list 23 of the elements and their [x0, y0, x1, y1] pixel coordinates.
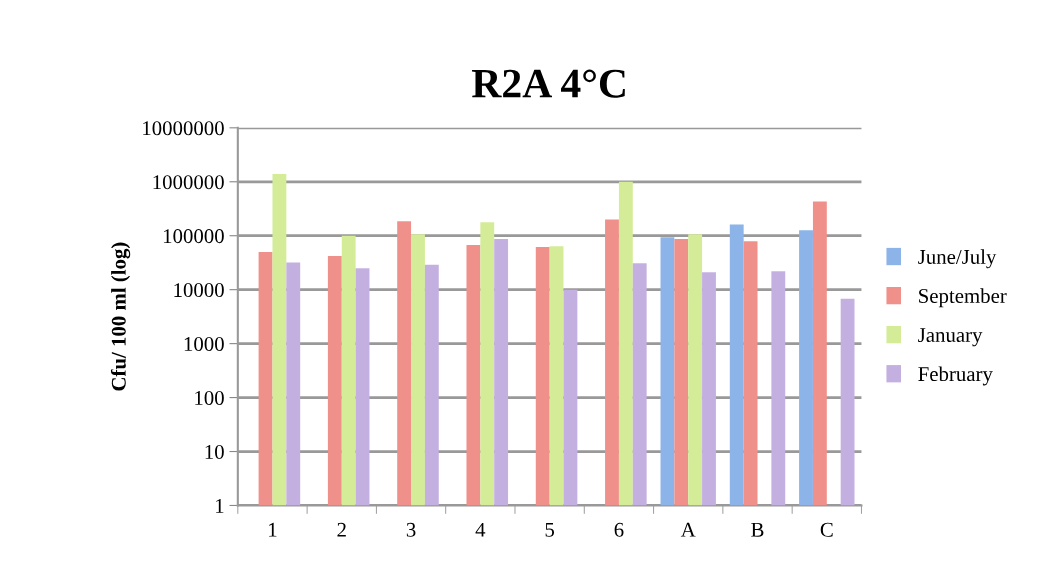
legend-label: September [919, 288, 1007, 308]
x-tick-label: 1 [269, 522, 277, 537]
x-tick-label: 4 [475, 522, 486, 537]
x-tick-label: B [751, 522, 764, 537]
y-tick-label: 10000000 [143, 121, 224, 136]
legend-label: February [918, 366, 993, 386]
y-tick-label: 1000 [184, 336, 224, 352]
x-tick-label: 6 [614, 522, 624, 537]
y-tick-label: 10 [205, 444, 224, 459]
y-tick-label: 1 [216, 498, 224, 513]
y-tick-label: 1000000 [153, 175, 224, 190]
legend-label: June/July [918, 249, 997, 269]
x-tick-label: 5 [545, 522, 555, 537]
x-tick-label: 3 [406, 522, 416, 537]
y-tick-label: 100 [195, 390, 224, 405]
x-tick-label: 2 [337, 522, 346, 537]
legend-label: January [918, 328, 983, 347]
chart-title: R2A 4°C [471, 69, 625, 98]
y-tick-label: 10000 [174, 283, 224, 298]
y-axis-title: Cfu/ 100 ml (log) [110, 242, 131, 391]
x-tick-label: A [680, 522, 696, 537]
y-tick-label: 100000 [163, 229, 224, 244]
x-tick-label: C [820, 522, 833, 537]
